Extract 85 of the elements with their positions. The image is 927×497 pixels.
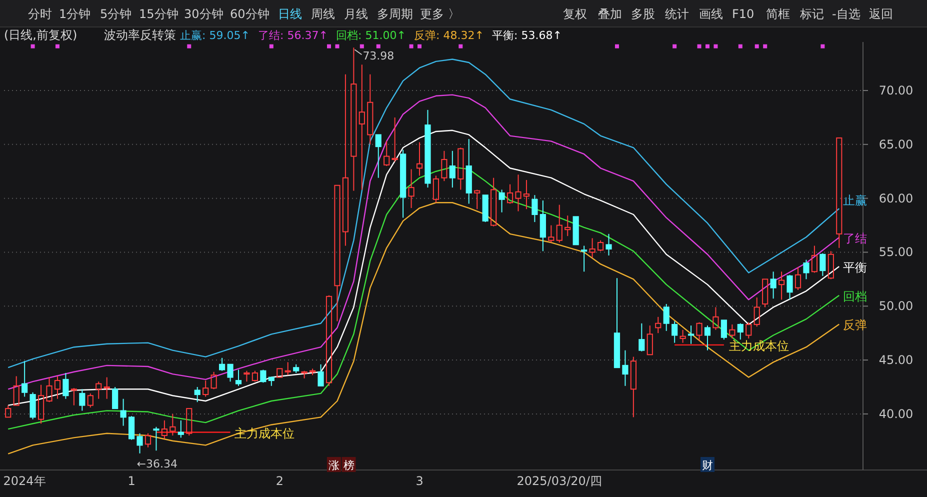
x-tick-label: 2025/03/20/四 bbox=[516, 474, 602, 488]
candlestick bbox=[367, 74, 374, 145]
text: 简框 bbox=[766, 7, 790, 21]
text: 平衡: 53.68↑ bbox=[492, 29, 562, 42]
candlestick bbox=[416, 142, 423, 176]
text: 标记 bbox=[799, 7, 824, 21]
text: F10 bbox=[732, 7, 754, 21]
y-tick-label: 50.00 bbox=[878, 299, 914, 314]
text: 周线 bbox=[311, 7, 335, 21]
candlestick bbox=[564, 215, 571, 237]
x-tick-label: 3 bbox=[416, 474, 424, 488]
x-tick-label: 1 bbox=[128, 474, 136, 488]
y-tick-label: 55.00 bbox=[878, 245, 914, 260]
candlestick bbox=[672, 320, 678, 344]
candlestick bbox=[532, 194, 538, 223]
y-tick-label: 60.00 bbox=[878, 191, 914, 206]
annotation: 财 bbox=[702, 459, 713, 472]
candlestick bbox=[589, 238, 596, 258]
candlestick bbox=[408, 168, 414, 209]
candlestick bbox=[170, 413, 176, 436]
candlestick bbox=[449, 150, 456, 188]
candlestick bbox=[540, 200, 546, 252]
text: 分时 bbox=[28, 7, 52, 21]
annotation: 涨 bbox=[328, 459, 340, 472]
candlestick bbox=[104, 376, 110, 400]
text: 15分钟 bbox=[139, 7, 178, 21]
candlestick bbox=[358, 64, 365, 190]
candlestick bbox=[655, 316, 662, 334]
text: 多股 bbox=[631, 7, 655, 21]
x-tick-label: 2 bbox=[276, 474, 284, 488]
x-tick-label: 2024年 bbox=[3, 474, 46, 488]
text: 止赢: 59.05↑ bbox=[180, 29, 250, 42]
text: 1分钟 bbox=[59, 7, 91, 21]
candlestick bbox=[778, 271, 785, 300]
text: 30分钟 bbox=[184, 7, 224, 21]
annotation: 榜 bbox=[343, 459, 354, 472]
text: 统计 bbox=[665, 7, 689, 21]
chart-title: (日线,前复权) bbox=[4, 28, 78, 42]
series-label: 止赢 bbox=[843, 194, 868, 208]
candlestick bbox=[62, 372, 69, 400]
text: 日线 bbox=[278, 7, 302, 21]
candlestick bbox=[474, 189, 480, 210]
candlestick bbox=[218, 357, 226, 372]
candlestick bbox=[770, 271, 776, 300]
candlestick bbox=[466, 138, 472, 204]
y-tick-label: 45.00 bbox=[878, 353, 914, 368]
candlestick bbox=[606, 233, 612, 256]
text: 多周期 bbox=[377, 7, 413, 21]
series-label: 回档 bbox=[843, 289, 868, 304]
text: 反弹: 48.32↑ bbox=[414, 29, 484, 42]
text: 返回 bbox=[869, 7, 893, 21]
chart-subtitle: 波动率反转策 bbox=[104, 28, 176, 42]
line-series bbox=[8, 202, 840, 454]
candlestick bbox=[350, 47, 357, 192]
annotation: 73.98 bbox=[362, 50, 394, 63]
text: -自选 bbox=[832, 7, 860, 21]
y-tick-label: 65.00 bbox=[878, 137, 914, 152]
line-series bbox=[8, 58, 840, 368]
text: 回档: 51.00↑ bbox=[336, 29, 406, 42]
candlestick bbox=[342, 74, 349, 246]
text: 画线 bbox=[699, 7, 723, 21]
candlestick bbox=[688, 325, 694, 344]
y-tick-label: 70.00 bbox=[878, 84, 914, 98]
candlestick bbox=[498, 189, 505, 213]
line-series bbox=[8, 94, 840, 390]
series-label: 平衡 bbox=[843, 260, 868, 274]
text: 了结: 56.37↑ bbox=[258, 29, 328, 42]
annotation: ←36.34 bbox=[136, 457, 178, 470]
text: 更多 〉 bbox=[420, 7, 460, 21]
candlestick bbox=[120, 398, 126, 426]
text: 复权 bbox=[563, 7, 587, 21]
text: 叠加 bbox=[598, 7, 622, 21]
candlestick bbox=[424, 109, 431, 188]
candlestick bbox=[622, 350, 628, 386]
text: 5分钟 bbox=[100, 7, 132, 21]
series-label: 了结 bbox=[843, 231, 868, 246]
candlestick bbox=[729, 324, 736, 339]
candlestick bbox=[515, 174, 522, 212]
candlestick bbox=[523, 179, 530, 210]
candlestick bbox=[680, 329, 686, 344]
series-label: 反弹 bbox=[843, 318, 868, 332]
text: 月线 bbox=[344, 7, 368, 21]
candlestick bbox=[54, 376, 61, 400]
text: 60分钟 bbox=[230, 7, 270, 21]
y-tick-label: 40.00 bbox=[878, 406, 914, 421]
